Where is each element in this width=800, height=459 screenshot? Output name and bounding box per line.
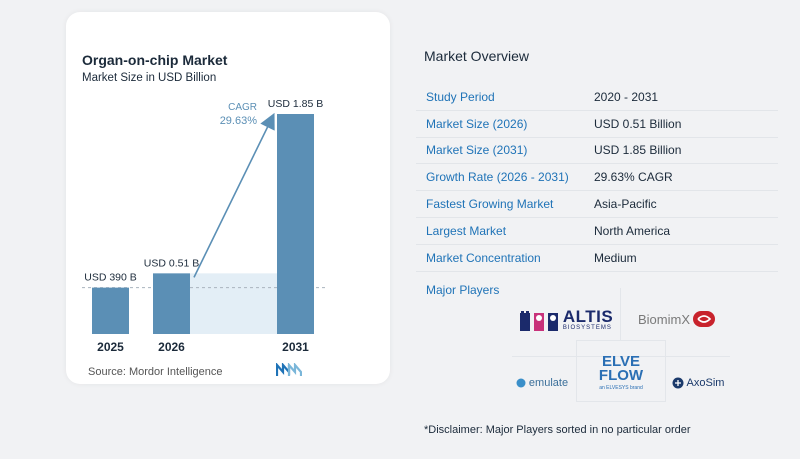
cagr-value: 29.63% [220, 115, 258, 127]
elveflow-logo-text-bottom: FLOW [598, 367, 644, 384]
chart-title: Organ-on-chip Market [82, 52, 228, 68]
overview-value: Asia-Pacific [594, 197, 657, 212]
chart-card: Organ-on-chip Market Market Size in USD … [66, 12, 390, 384]
altis-biosystems-logo: ALTIS BIOSYSTEMS [516, 302, 616, 336]
overview-label: Fastest Growing Market [426, 197, 554, 212]
overview-value: North America [594, 223, 671, 238]
bar-chart: USD 390 B 2025 USD 0.51 B 2026 USD 1.85 B 203… [82, 98, 326, 354]
overview-value: USD 0.51 Billion [594, 116, 682, 131]
overview-row: Growth Rate (2026 - 2031) 29.63% CAGR [416, 164, 778, 192]
overview-value: USD 1.85 Billion [594, 143, 682, 158]
cagr-arrow [193, 112, 275, 278]
emulate-logo-text: emulate [528, 377, 569, 389]
disclaimer: *Disclaimer: Major Players sorted in no … [424, 424, 691, 436]
overview-value: 29.63% CAGR [594, 170, 673, 185]
x-tick-2026: 2026 [158, 340, 185, 354]
cagr-label: CAGR [228, 102, 257, 113]
chart-subtitle: Market Size in USD Billion [82, 72, 217, 84]
axosim-logo-text: AxoSim [686, 377, 725, 389]
mordor-intelligence-logo [276, 363, 302, 376]
logo-divider [512, 356, 730, 357]
data-label-2026: USD 0.51 B [144, 257, 199, 269]
overview-row: Market Concentration Medium [416, 245, 778, 272]
overview-value: 2020 - 2031 [594, 89, 659, 104]
logo-divider [576, 340, 577, 402]
axosim-logo: AxoSim [668, 372, 728, 394]
data-label-2025: USD 390 B [84, 272, 137, 284]
elveflow-logo-subtext: an ELVESYS brand [599, 385, 643, 391]
elveflow-logo: ELVE FLOW an ELVESYS brand [580, 348, 662, 398]
emulate-mark-icon [516, 378, 526, 388]
logo-divider [620, 288, 621, 340]
logo-divider [665, 340, 666, 402]
overview-row: Fastest Growing Market Asia-Pacific [416, 191, 778, 218]
growth-area [190, 273, 277, 334]
data-label-2031: USD 1.85 B [268, 98, 323, 110]
logo-divider [576, 401, 666, 402]
major-players-title: Major Players [426, 283, 500, 297]
overview-label: Market Size (2031) [426, 143, 528, 158]
x-tick-2031: 2031 [282, 340, 309, 354]
biomimx-logo: BiomimX [624, 305, 730, 333]
x-tick-2025: 2025 [97, 340, 124, 354]
biomimx-logo-text: BiomimX [637, 311, 690, 327]
overview-label: Study Period [426, 89, 495, 104]
altis-mark-icon [519, 311, 558, 331]
biomimx-mark-icon [693, 311, 715, 327]
source-note: Source: Mordor Intelligence [88, 366, 223, 378]
overview-label: Market Concentration [426, 250, 541, 265]
overview-row: Largest Market North America [416, 218, 778, 245]
overview-row: Market Size (2031) USD 1.85 Billion [416, 138, 778, 165]
overview-label: Market Size (2026) [426, 116, 528, 131]
market-overview-title: Market Overview [424, 48, 530, 64]
bar-2025 [92, 287, 129, 334]
altis-logo-subtext: BIOSYSTEMS [562, 324, 612, 331]
overview-row: Market Size (2026) USD 0.51 Billion [416, 111, 778, 138]
elveflow-logo-text-top: ELVE [601, 353, 641, 370]
logo-divider [576, 340, 666, 341]
bar-2031 [277, 114, 314, 334]
altis-logo-text: ALTIS [562, 306, 614, 326]
overview-value: Medium [594, 250, 637, 265]
emulate-logo: emulate [512, 372, 572, 394]
overview-label: Largest Market [426, 223, 507, 238]
overview-label: Growth Rate (2026 - 2031) [426, 170, 569, 185]
axosim-mark-icon [672, 377, 684, 389]
bar-2026 [153, 273, 190, 334]
overview-table: Study Period 2020 - 2031 Market Size (20… [416, 84, 778, 272]
overview-row: Study Period 2020 - 2031 [416, 84, 778, 111]
